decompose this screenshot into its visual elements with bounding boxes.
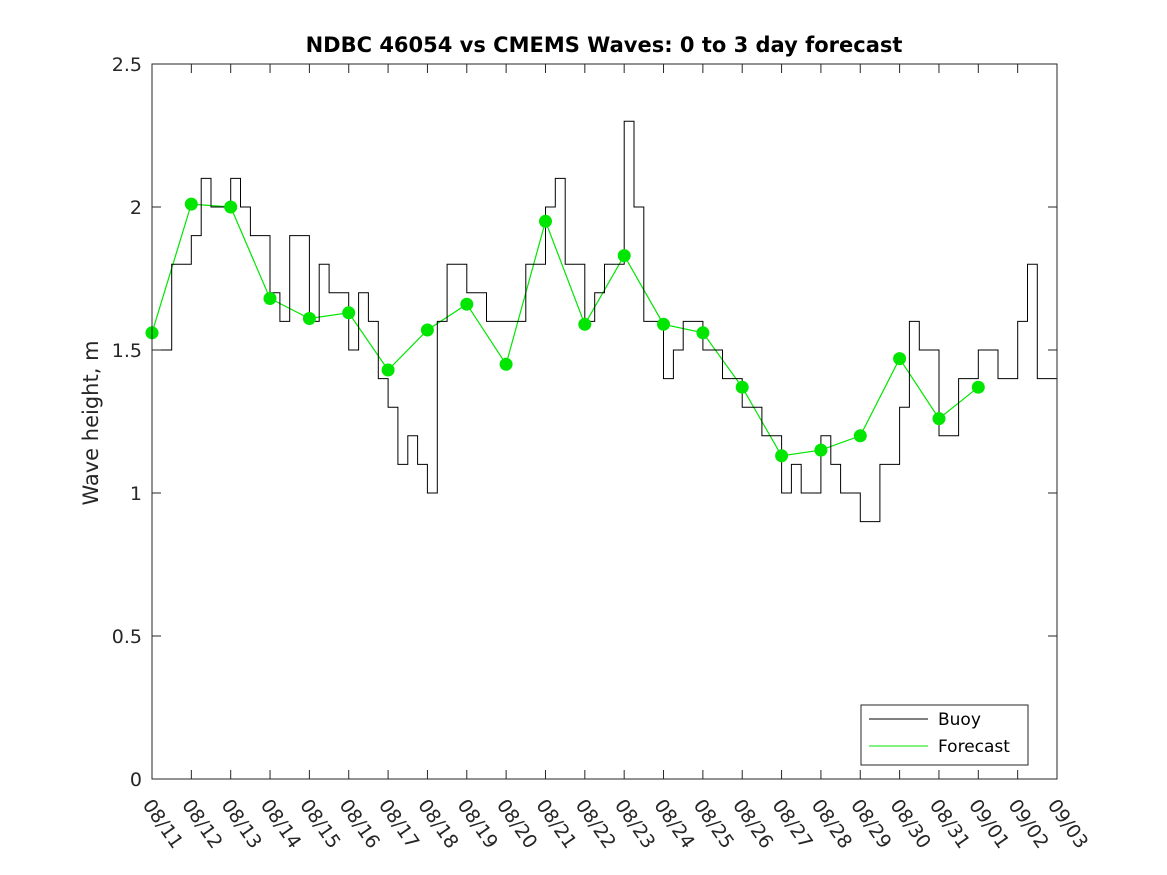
- y-axis-label: Wave height, m: [79, 340, 103, 505]
- forecast-marker: [263, 292, 277, 305]
- buoy-series: [152, 120, 1058, 523]
- y-tick-label: 2: [130, 197, 142, 219]
- legend-label-forecast: Forecast: [938, 737, 1010, 757]
- forecast-marker: [420, 323, 434, 337]
- forecast-marker: [932, 412, 946, 426]
- forecast-marker: [224, 200, 238, 214]
- forecast-marker: [578, 317, 592, 331]
- buoy-line: [152, 120, 1058, 523]
- forecast-marker: [735, 380, 749, 394]
- forecast-marker: [893, 352, 907, 366]
- y-tick-label: 1: [130, 483, 142, 505]
- plot-area-frame: [151, 63, 1058, 780]
- forecast-marker: [853, 429, 867, 443]
- forecast-marker: [696, 326, 710, 340]
- forecast-marker: [971, 380, 985, 394]
- forecast-marker: [184, 197, 198, 211]
- forecast-marker: [460, 297, 474, 311]
- forecast-marker: [775, 449, 789, 463]
- forecast-marker: [657, 317, 670, 331]
- chart-title: NDBC 46054 vs CMEMS Waves: 0 to 3 day fo…: [306, 33, 903, 57]
- forecast-marker: [499, 357, 513, 371]
- forecast-marker: [381, 363, 395, 377]
- legend-box: [860, 704, 1029, 766]
- forecast-marker: [814, 443, 828, 457]
- y-tick-label: 0: [130, 769, 142, 791]
- legend: Buoy Forecast: [860, 704, 1029, 766]
- y-tick-label: 2.5: [112, 54, 142, 76]
- legend-label-buoy: Buoy: [938, 710, 981, 730]
- forecast-marker: [539, 214, 552, 228]
- forecast-marker: [617, 249, 631, 263]
- y-tick-label: 0.5: [112, 626, 142, 648]
- y-tick-label: 1.5: [112, 340, 142, 362]
- forecast-marker: [342, 306, 356, 320]
- forecast-marker: [302, 312, 316, 325]
